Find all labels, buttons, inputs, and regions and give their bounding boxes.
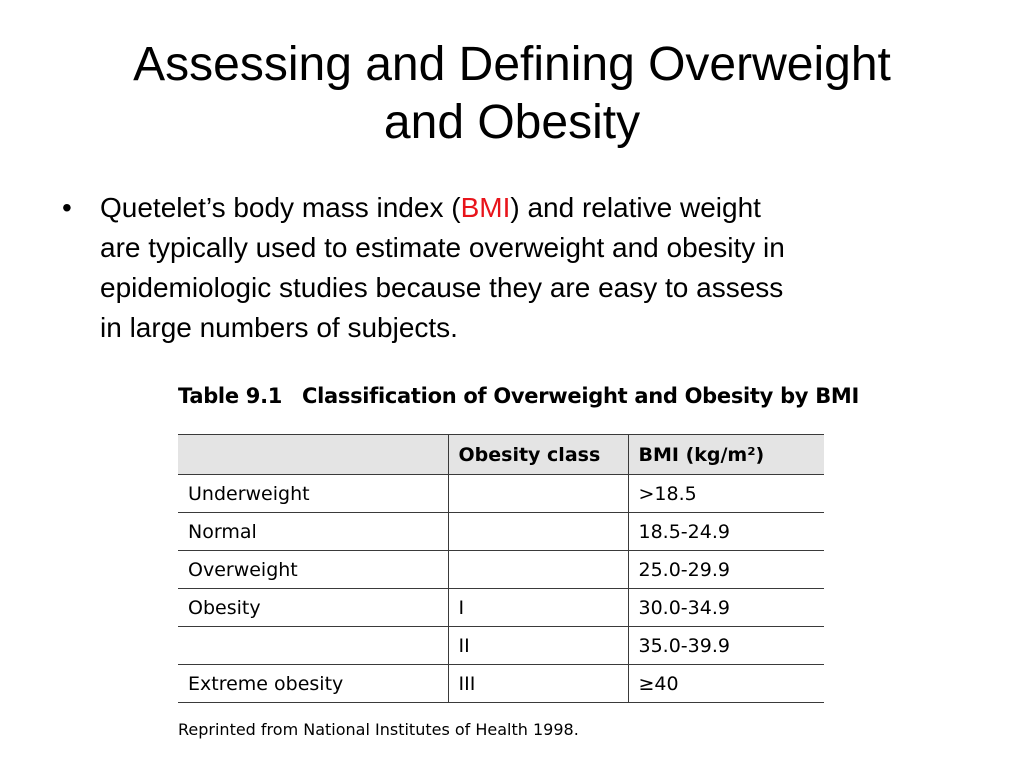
table-row: Obesity I 30.0-34.9 <box>178 588 824 627</box>
table-caption: Table 9.1 Classification of Overweight an… <box>178 384 859 408</box>
table-row: Underweight >18.5 <box>178 474 824 513</box>
bullet-line-3: epidemiologic studies because they are e… <box>100 272 784 303</box>
table-header-bmi: BMI (kg/m²) <box>627 434 824 475</box>
table-cell-bmi: 30.0-34.9 <box>627 588 824 627</box>
table-cell-category: Underweight <box>178 474 448 513</box>
slide-title: Assessing and Defining Overweight and Ob… <box>20 36 1004 152</box>
bullet-line-1-before: Quetelet’s body mass index ( <box>100 192 461 223</box>
table-cell-bmi: 25.0-29.9 <box>627 550 824 589</box>
table-cell-obesity-class: II <box>447 626 628 665</box>
bullet-text: Quetelet’s body mass index (BMI) and rel… <box>100 188 962 348</box>
bullet-line-1-after: ) and relative weight <box>510 192 761 223</box>
table-row: Normal 18.5-24.9 <box>178 512 824 551</box>
table-row: Extreme obesity III ≥40 <box>178 664 824 703</box>
bullet-line-1: Quetelet’s body mass index (BMI) and rel… <box>100 188 962 228</box>
table-caption-title: Classification of Overweight and Obesity… <box>302 384 860 408</box>
table-cell-bmi: 35.0-39.9 <box>627 626 824 665</box>
table-row: Overweight 25.0-29.9 <box>178 550 824 589</box>
bullet-icon: • <box>62 192 72 223</box>
table-cell-category: Obesity <box>178 588 448 627</box>
table-cell-category <box>178 626 448 665</box>
table-cell-bmi: >18.5 <box>627 474 824 513</box>
table-row: II 35.0-39.9 <box>178 626 824 665</box>
table-cell-category: Extreme obesity <box>178 664 448 703</box>
table-cell-category: Overweight <box>178 550 448 589</box>
bullet-line-2: are typically used to estimate overweigh… <box>100 232 785 263</box>
table-cell-bmi: ≥40 <box>627 664 824 703</box>
bmi-classification-table: Obesity class BMI (kg/m²) Underweight >1… <box>178 434 824 703</box>
table-cell-obesity-class <box>447 550 628 589</box>
table-header-row: Obesity class BMI (kg/m²) <box>178 434 824 475</box>
table-source-note: Reprinted from National Institutes of He… <box>178 720 579 739</box>
bullet-line-4: in large numbers of subjects. <box>100 312 458 343</box>
bmi-table-figure: Table 9.1 Classification of Overweight an… <box>176 384 859 746</box>
table-caption-number: Table 9.1 <box>178 384 283 408</box>
table-cell-obesity-class <box>447 474 628 513</box>
slide-title-line-2: and Obesity <box>383 96 641 149</box>
table-cell-category: Normal <box>178 512 448 551</box>
table-cell-obesity-class: I <box>447 588 628 627</box>
table-header-category <box>178 434 448 475</box>
table-cell-bmi: 18.5-24.9 <box>627 512 824 551</box>
bmi-highlight: BMI <box>460 192 511 223</box>
slide-title-line-1: Assessing and Defining Overweight <box>133 38 891 91</box>
table-cell-obesity-class: III <box>447 664 628 703</box>
table-header-obesity-class: Obesity class <box>447 434 628 475</box>
table-cell-obesity-class <box>447 512 628 551</box>
